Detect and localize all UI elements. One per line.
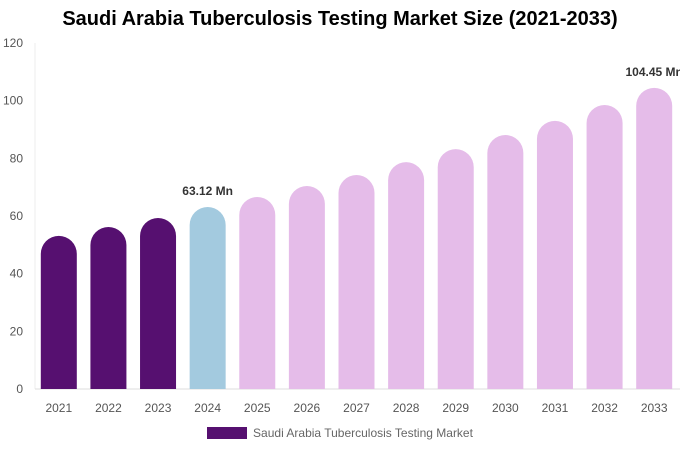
bar-2021: [40, 235, 77, 389]
x-tick-label: 2025: [244, 401, 271, 415]
x-tick-label: 2033: [641, 401, 668, 415]
bar-2031: [536, 120, 573, 389]
bar-2033: [636, 87, 673, 390]
bar-2028: [388, 162, 425, 389]
x-tick-label: 2031: [542, 401, 569, 415]
legend-swatch: [207, 427, 248, 439]
x-tick-label: 2022: [95, 401, 122, 415]
bar-2026: [288, 186, 325, 389]
bar-2023: [140, 218, 177, 389]
bar-2024: [189, 207, 226, 389]
data-label: 63.12 Mn: [182, 184, 233, 198]
bar-2022: [90, 226, 127, 389]
bar-2025: [239, 196, 276, 389]
y-tick-label: 60: [10, 209, 24, 223]
data-label: 104.45 Mn: [626, 65, 680, 79]
x-tick-label: 2029: [442, 401, 469, 415]
x-tick-label: 2023: [145, 401, 172, 415]
x-tick-label: 2032: [591, 401, 618, 415]
y-tick-label: 80: [10, 151, 24, 165]
x-tick-label: 2028: [393, 401, 420, 415]
y-tick-label: 120: [3, 36, 23, 50]
bar-2027: [338, 175, 375, 389]
bar-2029: [437, 149, 474, 389]
y-tick-label: 40: [10, 267, 24, 281]
y-tick-label: 100: [3, 94, 23, 108]
bar-2030: [487, 135, 524, 389]
legend-label: Saudi Arabia Tuberculosis Testing Market: [253, 426, 473, 440]
y-tick-label: 0: [16, 382, 23, 396]
x-tick-label: 2030: [492, 401, 519, 415]
x-tick-label: 2027: [343, 401, 370, 415]
legend[interactable]: Saudi Arabia Tuberculosis Testing Market: [0, 426, 680, 440]
x-tick-label: 2024: [194, 401, 221, 415]
bar-2032: [586, 104, 623, 389]
x-tick-label: 2026: [294, 401, 321, 415]
x-tick-label: 2021: [45, 401, 72, 415]
chart-title: Saudi Arabia Tuberculosis Testing Market…: [62, 8, 618, 30]
y-tick-label: 20: [10, 324, 24, 338]
